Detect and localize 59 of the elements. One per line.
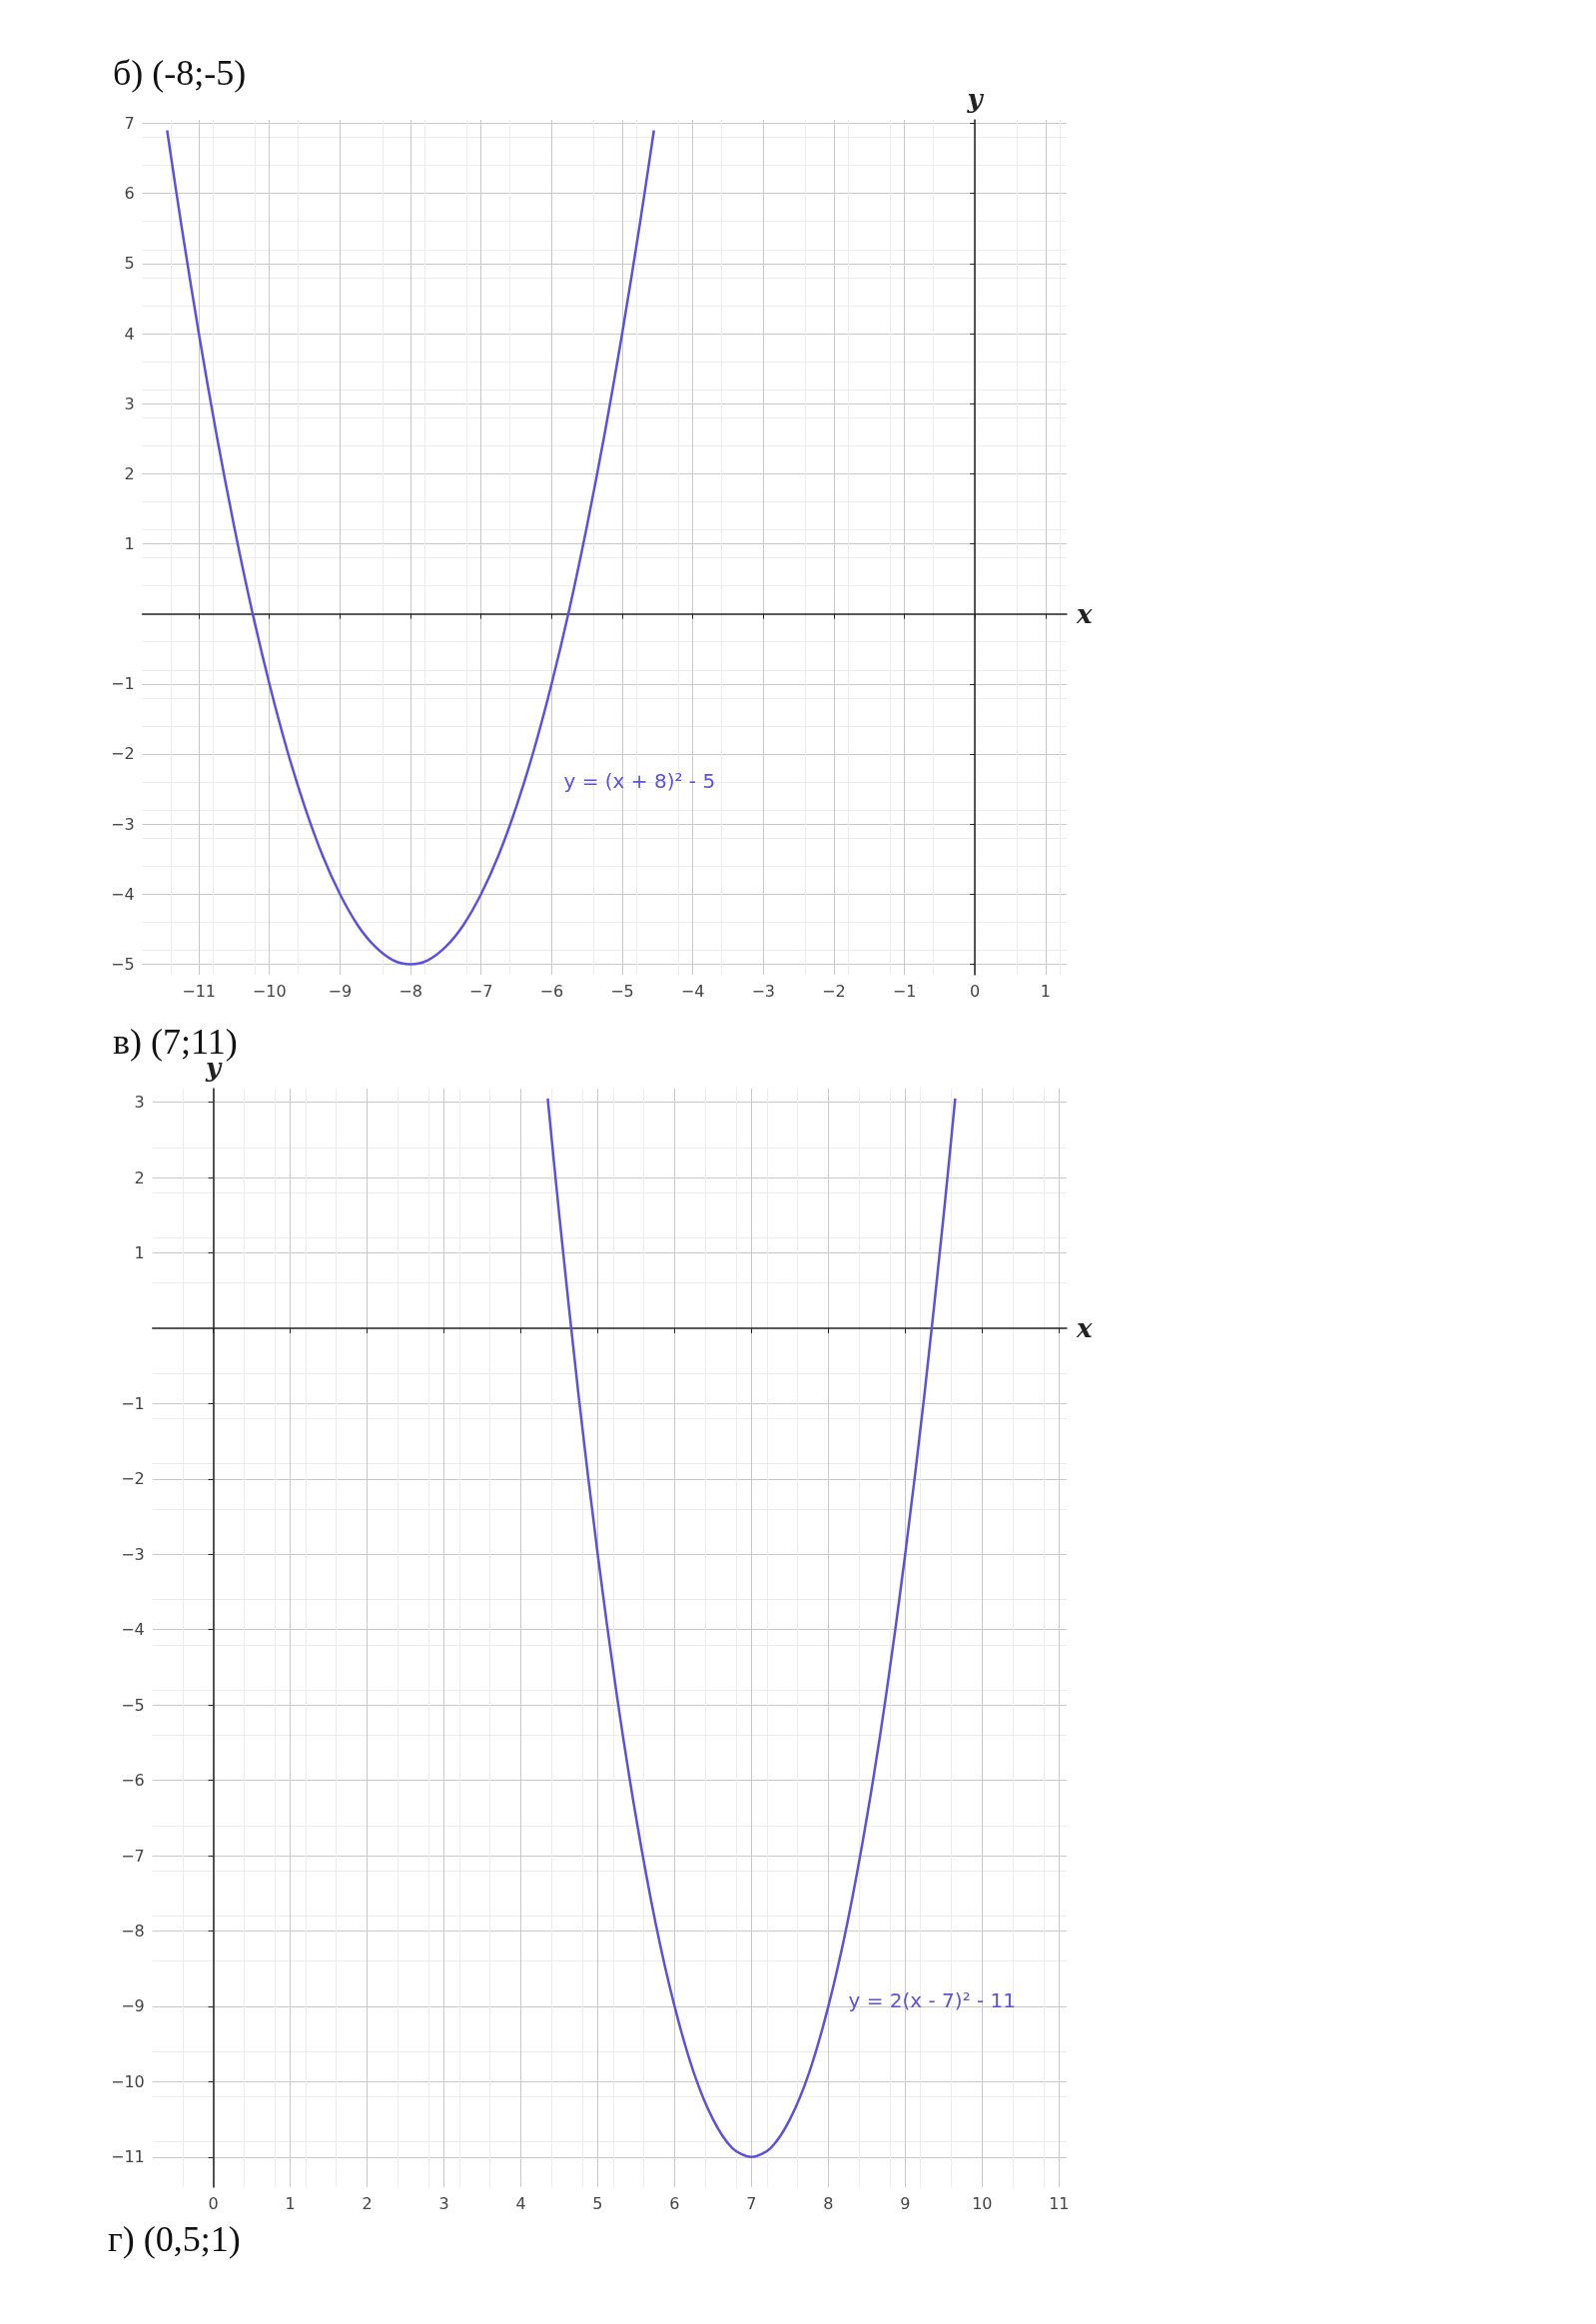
y-tick-label: −5 xyxy=(121,1695,145,1715)
y-tick-label: −8 xyxy=(121,1921,145,1940)
x-tick-label: −7 xyxy=(468,981,493,1001)
y-tick-label: 2 xyxy=(124,463,135,483)
x-tick-label: −5 xyxy=(610,981,634,1001)
x-tick-label: 7 xyxy=(746,2193,757,2213)
y-tick-label: 1 xyxy=(124,533,135,553)
y-tick-label: 3 xyxy=(124,393,135,413)
x-tick-label: 1 xyxy=(285,2193,296,2213)
y-tick-label: −2 xyxy=(121,1469,145,1489)
y-tick-label: 6 xyxy=(124,184,135,204)
x-tick-label: −10 xyxy=(252,981,287,1001)
x-tick-label: 3 xyxy=(438,2193,449,2213)
x-tick-label: −6 xyxy=(539,981,564,1001)
y-tick-label: −1 xyxy=(121,1393,145,1413)
y-tick-label: −2 xyxy=(110,744,135,764)
x-tick-label: 8 xyxy=(823,2193,834,2213)
x-tick-label: −9 xyxy=(328,981,353,1001)
y-tick-label: −4 xyxy=(110,884,135,904)
y-tick-label: −4 xyxy=(121,1620,145,1640)
y-tick-label: −10 xyxy=(111,2071,145,2091)
y-tick-label: −6 xyxy=(121,1771,145,1791)
y-tick-label: 7 xyxy=(124,114,135,134)
x-tick-label: −4 xyxy=(680,981,705,1001)
x-tick-label: 5 xyxy=(592,2193,603,2213)
x-tick-label: 9 xyxy=(900,2193,911,2213)
x-tick-label: 4 xyxy=(515,2193,526,2213)
y-tick-label: 5 xyxy=(124,254,135,274)
x-tick-label: −1 xyxy=(892,981,917,1001)
x-tick-label: −11 xyxy=(182,981,216,1001)
x-axis-title: x xyxy=(1076,1312,1093,1343)
x-tick-label: −2 xyxy=(822,981,846,1001)
y-tick-label: 2 xyxy=(134,1167,145,1187)
x-tick-label: 0 xyxy=(208,2193,219,2213)
x-axis-title: x xyxy=(1076,598,1093,629)
x-tick-label: 10 xyxy=(972,2193,993,2213)
x-tick-label: 6 xyxy=(669,2193,680,2213)
y-tick-label: −9 xyxy=(121,1996,145,2016)
annotation: y = 2(x - 7)² - 11 xyxy=(848,1988,1017,2012)
x-tick-label: −8 xyxy=(399,981,422,1001)
x-tick-label: −3 xyxy=(751,981,776,1001)
y-tick-label: 4 xyxy=(124,324,135,344)
y-axis-title: y xyxy=(966,84,985,114)
x-tick-label: 1 xyxy=(1040,981,1051,1001)
y-tick-label: 3 xyxy=(134,1093,145,1113)
x-tick-label: 2 xyxy=(362,2193,373,2213)
y-tick-label: −7 xyxy=(121,1846,145,1866)
y-tick-label: −5 xyxy=(110,954,135,974)
chart-title: б) (-8;-5) xyxy=(113,53,247,93)
y-tick-label: −3 xyxy=(121,1544,145,1564)
x-tick-label: 0 xyxy=(970,981,981,1001)
y-tick-label: 1 xyxy=(134,1242,145,1262)
x-tick-label: 11 xyxy=(1049,2193,1070,2213)
text: г) (0,5;1) xyxy=(108,2219,241,2259)
y-tick-label: −11 xyxy=(111,2147,145,2167)
line-series xyxy=(166,129,655,966)
annotation: y = (x + 8)² - 5 xyxy=(563,769,716,794)
y-tick-label: −1 xyxy=(110,674,135,694)
y-tick-label: −3 xyxy=(110,814,135,834)
